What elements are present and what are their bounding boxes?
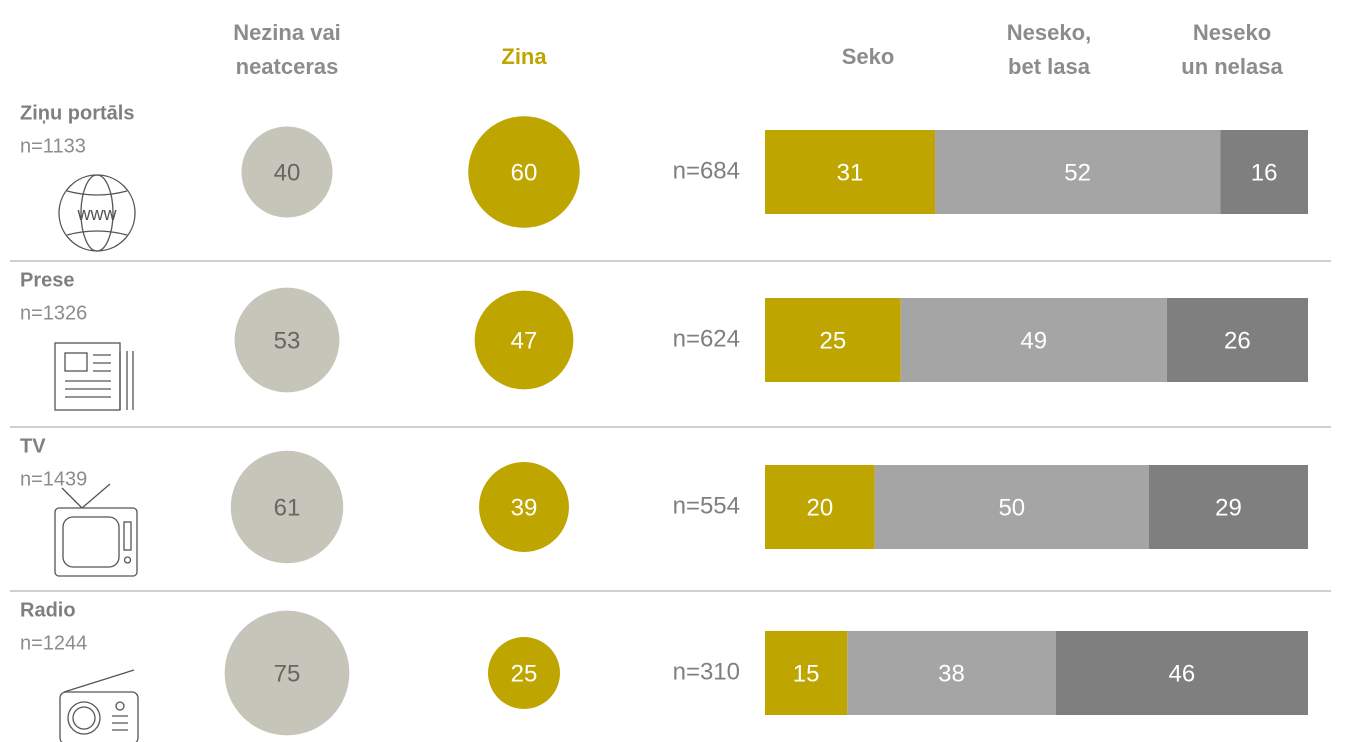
unknown-bubble (224, 610, 350, 736)
knows-bubble (474, 290, 574, 390)
svg-text:www: www (77, 204, 118, 224)
unknown-bubble (241, 126, 333, 218)
tv-icon (54, 483, 138, 577)
header-line: un nelasa (1181, 54, 1283, 79)
bar-segment (1148, 465, 1308, 549)
segment-label: 46 (1168, 660, 1195, 687)
segment-label: 15 (793, 660, 820, 687)
column-header: Zina (501, 44, 547, 69)
knows-label: 39 (511, 494, 538, 521)
bar-segment (765, 130, 936, 214)
column-header: Neseko un nelasa (1181, 20, 1283, 79)
bar-segment (765, 465, 875, 549)
bar-segment (847, 631, 1056, 715)
bar-n: n=684 (673, 157, 740, 184)
knows-label: 47 (511, 327, 538, 354)
radio-icon (59, 669, 139, 742)
bar-n: n=624 (673, 325, 740, 352)
knows-bubble (479, 462, 569, 552)
segment-label: 16 (1251, 159, 1278, 186)
bar-segment (765, 298, 901, 382)
knows-bubble (488, 637, 560, 709)
row-n: n=1439 (20, 468, 87, 490)
unknown-label: 53 (274, 327, 301, 354)
column-header: Nezina vai neatceras (233, 20, 341, 79)
unknown-label: 40 (274, 159, 301, 186)
header-line: Neseko, (1007, 20, 1091, 45)
row-n: n=1326 (20, 302, 87, 324)
row-label: Ziņu portāls (20, 102, 134, 124)
header-line: Neseko (1193, 20, 1271, 45)
segment-label: 29 (1215, 494, 1242, 521)
unknown-bubble (234, 287, 340, 393)
row-label: TV (20, 435, 46, 457)
segment-label: 25 (820, 327, 847, 354)
bar-segment (935, 130, 1221, 214)
header-line: bet lasa (1008, 54, 1091, 79)
bar-segment (900, 298, 1167, 382)
segment-label: 31 (837, 159, 864, 186)
column-header: Seko (842, 44, 895, 69)
row-label: Radio (20, 599, 76, 621)
row-label: Prese (20, 269, 75, 291)
knows-bubble (468, 116, 580, 228)
segment-label: 52 (1064, 159, 1091, 186)
header-line: Nezina vai (233, 20, 341, 45)
segment-label: 26 (1224, 327, 1251, 354)
segment-label: 49 (1020, 327, 1047, 354)
bar-segment (874, 465, 1149, 549)
bar-segment (1166, 298, 1308, 382)
newspaper-icon (54, 342, 134, 411)
knows-label: 25 (511, 660, 538, 687)
segment-label: 50 (998, 494, 1025, 521)
header-line: Seko (842, 44, 895, 69)
unknown-bubble (230, 450, 344, 564)
bar-n: n=310 (673, 658, 740, 685)
header-line: neatceras (236, 54, 339, 79)
bar-segment (1220, 130, 1308, 214)
bar-segment (765, 631, 848, 715)
unknown-label: 75 (274, 660, 301, 687)
row-n: n=1133 (20, 135, 86, 157)
column-header: Neseko, bet lasa (1007, 20, 1091, 79)
header-line: Zina (501, 44, 547, 69)
globe-icon: www (58, 174, 136, 252)
icons: www (54, 174, 139, 742)
bar-segment (1055, 631, 1308, 715)
knows-label: 60 (511, 159, 538, 186)
segment-label: 38 (938, 660, 965, 687)
segment-label: 20 (806, 494, 833, 521)
row-n: n=1244 (20, 632, 87, 654)
unknown-label: 61 (274, 494, 301, 521)
bar-n: n=554 (673, 492, 740, 519)
